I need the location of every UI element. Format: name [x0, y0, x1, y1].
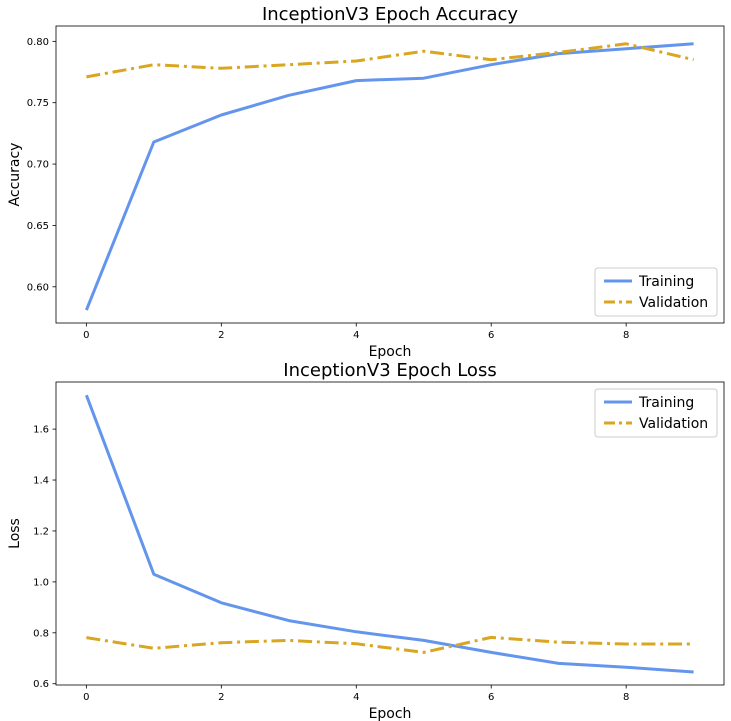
y-tick-label: 0.70 — [27, 160, 49, 171]
y-tick-label: 0.60 — [27, 282, 49, 293]
x-tick-label: 0 — [83, 692, 89, 703]
x-tick-label: 0 — [83, 330, 89, 341]
x-tick-label: 6 — [488, 692, 494, 703]
series-line-validation — [86, 42, 694, 79]
plot-frame — [55, 25, 725, 324]
y-tick-label: 0.6 — [33, 679, 49, 690]
series-line-validation — [86, 635, 694, 654]
x-tick-label: 8 — [623, 330, 629, 341]
x-tick-label: 2 — [218, 692, 224, 703]
y-tick-label: 0.65 — [27, 221, 49, 232]
chart-title: InceptionV3 Epoch Loss — [283, 360, 496, 381]
y-tick-label: 0.75 — [27, 98, 49, 109]
series-line-training — [85, 42, 694, 311]
y-axis-label: Accuracy — [7, 143, 23, 207]
y-axis-label: Loss — [7, 518, 23, 549]
x-axis-label: Epoch — [369, 706, 412, 721]
x-tick-label: 4 — [353, 330, 359, 341]
legend-label: Training — [638, 274, 694, 290]
x-tick-label: 8 — [623, 692, 629, 703]
legend: Training Validation — [594, 267, 718, 317]
y-tick-label: 0.8 — [33, 628, 49, 639]
legend-label: Validation — [639, 416, 708, 432]
y-tick-label: 1.2 — [33, 526, 49, 537]
y-tick-label: 1.0 — [33, 577, 49, 588]
x-axis-label: Epoch — [369, 344, 412, 360]
legend: Training Validation — [594, 388, 718, 438]
chart-2: InceptionV3 Epoch Loss 0 2 4 6 8 0.6 0.8 1.0 1.2 1… — [7, 360, 725, 721]
x-tick-label: 2 — [218, 330, 224, 341]
series-line-training — [84, 394, 694, 674]
legend-label: Training — [638, 395, 694, 411]
x-tick-label: 6 — [488, 330, 494, 341]
y-tick-label: 1.4 — [33, 476, 49, 487]
legend-label: Validation — [639, 295, 708, 311]
y-tick-label: 0.80 — [27, 37, 49, 48]
chart-1: InceptionV3 Epoch Accuracy 0 2 4 6 8 0.60 0.65 0… — [7, 4, 725, 360]
x-tick-label: 4 — [353, 692, 359, 703]
chart-title: InceptionV3 Epoch Accuracy — [262, 4, 518, 25]
plot-frame — [55, 381, 725, 686]
y-tick-label: 1.6 — [33, 425, 49, 436]
